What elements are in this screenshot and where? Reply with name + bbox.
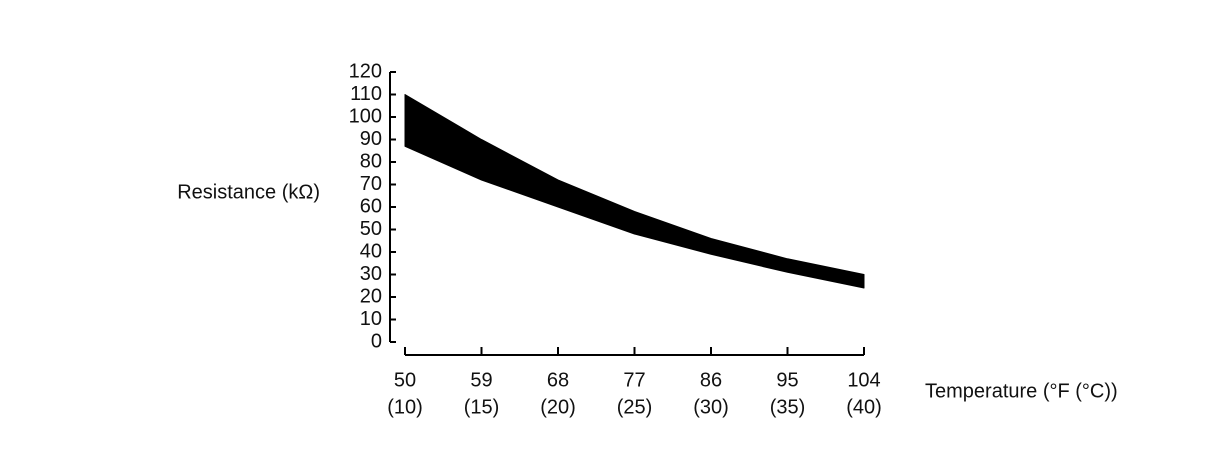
x-axis-title: Temperature (°F (°C)) bbox=[925, 380, 1118, 402]
y-tick-label: 80 bbox=[360, 150, 382, 172]
x-tick-secondary-label: (15) bbox=[464, 396, 500, 418]
x-tick-label: 50 bbox=[394, 369, 416, 391]
x-tick-label: 104 bbox=[847, 369, 880, 391]
resistance-band bbox=[404, 94, 865, 289]
y-tick-label: 0 bbox=[371, 330, 382, 352]
y-tick-label: 40 bbox=[360, 240, 382, 262]
y-tick-label: 30 bbox=[360, 263, 382, 285]
x-tick-secondary-label: (20) bbox=[540, 396, 576, 418]
x-tick-label: 68 bbox=[547, 369, 569, 391]
y-tick-label: 90 bbox=[360, 128, 382, 150]
x-tick-secondary-label: (25) bbox=[617, 396, 653, 418]
x-tick-secondary-label: (30) bbox=[693, 396, 729, 418]
x-tick-secondary-label: (10) bbox=[387, 396, 423, 418]
y-tick-label: 70 bbox=[360, 173, 382, 195]
y-tick-label: 100 bbox=[349, 105, 382, 127]
y-tick-label: 50 bbox=[360, 218, 382, 240]
x-tick-label: 59 bbox=[470, 369, 492, 391]
x-tick-secondary-label: (35) bbox=[770, 396, 806, 418]
y-tick-label: 110 bbox=[350, 83, 382, 105]
x-tick-label: 86 bbox=[700, 369, 722, 391]
y-tick-label: 20 bbox=[360, 285, 382, 307]
x-tick-label: 95 bbox=[776, 369, 798, 391]
x-tick-secondary-label: (40) bbox=[846, 396, 882, 418]
y-tick-label: 10 bbox=[360, 308, 382, 330]
x-tick-label: 77 bbox=[623, 369, 645, 391]
y-tick-label: 120 bbox=[349, 60, 382, 82]
y-tick-label: 60 bbox=[360, 195, 382, 217]
y-axis-title: Resistance (kΩ) bbox=[177, 181, 320, 203]
